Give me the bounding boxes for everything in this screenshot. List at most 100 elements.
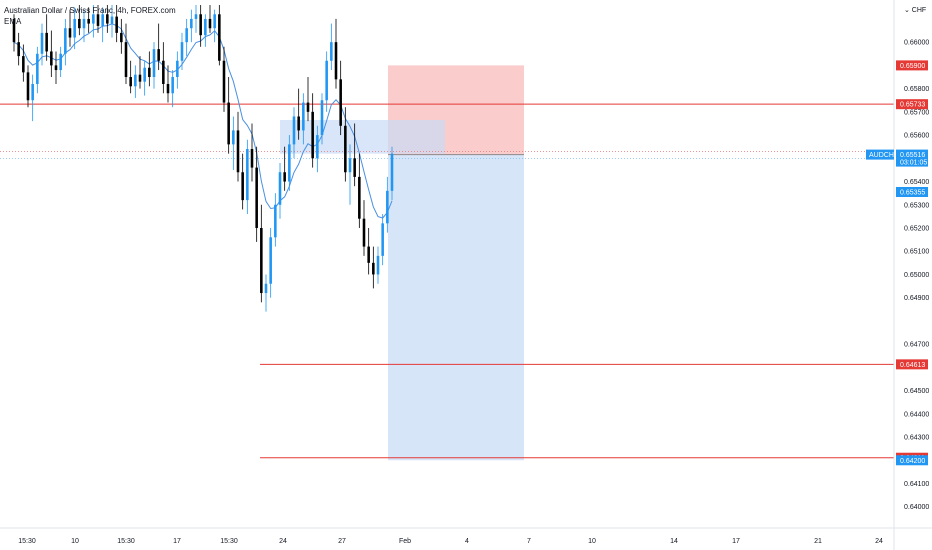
candle-body[interactable] [218,14,221,61]
candle-body[interactable] [292,116,296,145]
candle-body[interactable] [185,28,188,43]
price-tick-label: 0.64500 [904,388,929,395]
candle-body[interactable] [73,18,76,38]
candle-body[interactable] [180,42,184,61]
candle-body[interactable] [143,67,146,82]
candle-body[interactable] [45,32,48,52]
candle-body[interactable] [246,149,249,201]
position-tool[interactable] [280,65,524,461]
candle-body[interactable] [325,60,328,101]
price-axis[interactable]: 0.66000 0.65800 0.65700 0.65600 0.65400 0.653… [904,7,929,511]
candle-body[interactable] [78,18,81,29]
candle-body[interactable] [348,158,352,173]
candle-body[interactable] [362,218,366,247]
candle-body[interactable] [129,77,132,87]
candle-body[interactable] [115,16,118,33]
candle-body[interactable] [320,100,324,136]
candle-body[interactable] [316,135,319,159]
candle-body[interactable] [255,167,258,228]
candle-body[interactable] [148,67,151,78]
candle-body[interactable] [199,14,202,36]
take-profit-zone[interactable] [388,154,524,461]
candle-body[interactable] [101,14,104,26]
candle-body[interactable] [17,42,20,57]
candle-body[interactable] [353,158,356,177]
candle-body[interactable] [264,283,268,294]
candle-body[interactable] [334,42,338,80]
candle-body[interactable] [269,237,272,284]
candle-body[interactable] [31,83,34,101]
supply-zone-rect[interactable] [280,119,445,154]
candle-body[interactable] [87,18,90,24]
candle-body[interactable] [176,60,179,78]
candle-body[interactable] [288,144,291,182]
symbol-tag-label: AUDCHF [869,152,898,159]
candle-body[interactable] [82,18,86,29]
candle-body[interactable] [92,14,95,24]
candle-body[interactable] [204,18,207,36]
candle-body[interactable] [12,18,16,43]
candle-body[interactable] [162,60,165,84]
candle-body[interactable] [381,223,384,256]
candle-body[interactable] [297,116,300,131]
candle-body[interactable] [358,176,361,219]
candles-layer[interactable] [12,5,394,312]
candle-body[interactable] [106,14,109,24]
time-axis[interactable]: 15:30 10 15:30 17 15:30 24 27 Feb 4 7 10 14 17 21 24 [18,538,883,545]
candle-body[interactable] [311,111,314,159]
candle-body[interactable] [260,227,263,294]
candle-body[interactable] [194,14,198,19]
currency-label[interactable]: ⌄ CHF [904,7,926,14]
candle-body[interactable] [274,204,277,238]
candle-body[interactable] [302,102,305,131]
candle-body[interactable] [372,262,375,275]
symbol-tag [866,149,894,160]
candle-body[interactable] [157,49,160,61]
candle-body[interactable] [64,28,67,54]
candle-body[interactable] [283,172,286,182]
candle-body[interactable] [68,28,72,38]
candle-body[interactable] [40,32,44,54]
candle-body[interactable] [232,130,235,145]
candle-body[interactable] [134,74,137,87]
candle-body[interactable] [50,51,53,66]
candle-body[interactable] [213,14,216,29]
candle-body[interactable] [208,18,212,29]
candle-body[interactable] [222,60,226,103]
candle-body[interactable] [227,102,230,145]
candle-body[interactable] [376,255,380,275]
candle-body[interactable] [367,246,370,263]
candle-body[interactable] [110,16,114,24]
candle-body[interactable] [96,14,100,26]
candle-body[interactable] [138,74,142,82]
candle-body[interactable] [54,65,58,71]
symbol-title[interactable]: Australian Dollar / Swiss Franc, 4h, FOR… [4,6,176,15]
candle-body[interactable] [344,125,347,173]
candle-body[interactable] [120,32,123,43]
ema-layer [13,23,393,219]
candle-body[interactable] [386,190,389,224]
candle-body[interactable] [171,77,174,94]
ema-indicator-label[interactable]: EMA [4,17,22,26]
candle-body[interactable] [241,172,244,201]
candle-body[interactable] [339,79,342,126]
candle-body[interactable] [26,72,30,101]
candle-body[interactable] [190,18,193,29]
candle-body[interactable] [236,130,240,173]
candle-body[interactable] [22,56,25,73]
candle-body[interactable] [152,49,156,78]
candle-body[interactable] [166,83,170,94]
time-tick-label: 15:30 [117,538,135,545]
horizontal-levels[interactable] [0,103,894,459]
candle-body[interactable] [250,149,254,168]
candle-body[interactable] [278,172,282,205]
candle-body[interactable] [306,102,310,112]
time-tick-label: 17 [173,538,181,545]
candle-body[interactable] [390,153,394,191]
candle-body[interactable] [59,53,62,71]
candle-body[interactable] [36,53,39,84]
candle-body[interactable] [330,42,333,61]
candle-body[interactable] [124,42,128,78]
